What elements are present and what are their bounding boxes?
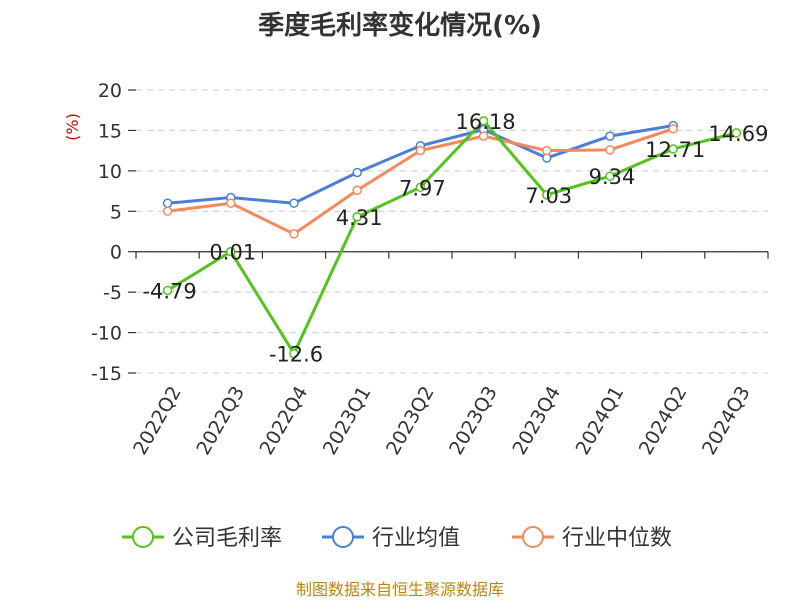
data-point — [478, 131, 489, 141]
y-tick-label: 10 — [98, 161, 122, 183]
y-tick-label: 5 — [110, 201, 122, 223]
y-tick-label: -15 — [91, 363, 122, 385]
data-point — [542, 145, 552, 156]
legend-item[interactable]: 公司毛利率 — [122, 526, 282, 551]
data-point — [226, 198, 236, 208]
data-point — [289, 348, 299, 359]
legend-circle-icon — [522, 526, 544, 548]
data-point — [352, 185, 362, 196]
data-point — [289, 229, 299, 239]
data-label: 7.03 — [525, 184, 572, 208]
data-labels: -4.79 0.01 -12.6 4.31 7.97 16.18 7.03 9.34 12.71… — [142, 110, 768, 367]
x-tick-label: 2024Q3 — [698, 383, 755, 459]
data-point — [289, 198, 299, 208]
data-point — [668, 144, 678, 154]
y-tick-label: 20 — [98, 80, 122, 102]
legend-label: 公司毛利率 — [172, 526, 282, 551]
data-point — [478, 116, 489, 126]
source-footer: 制图数据来自恒生聚源数据库 — [296, 580, 504, 599]
data-point — [162, 198, 173, 208]
data-point — [352, 167, 362, 178]
legend-circle-icon — [332, 526, 354, 548]
y-axis-unit: (%) — [63, 113, 82, 141]
data-label: 16.18 — [456, 110, 516, 134]
y-axis-ticks: 20 15 10 5 0 -5 -10 -15 — [91, 80, 136, 385]
legend-label: 行业中位数 — [562, 526, 672, 551]
legend-item[interactable]: 行业中位数 — [512, 526, 672, 551]
y-tick-label: -5 — [103, 282, 122, 304]
series-line — [166, 119, 737, 356]
data-point — [668, 124, 678, 134]
data-label: -4.79 — [142, 279, 196, 303]
data-point — [415, 145, 426, 156]
chart-title: 季度毛利率变化情况(%) — [258, 10, 542, 41]
x-tick-label: 2023Q4 — [508, 383, 565, 459]
x-tick-label: 2023Q3 — [445, 383, 502, 459]
x-tick-label: 2022Q3 — [192, 383, 249, 459]
data-point — [605, 145, 615, 155]
y-tick-label: -10 — [91, 323, 122, 345]
data-point — [415, 182, 426, 193]
data-point — [542, 190, 552, 200]
data-point — [226, 246, 236, 257]
series-lines — [162, 116, 742, 359]
data-label: 4.31 — [336, 206, 383, 230]
data-point — [731, 128, 742, 138]
data-label: 0.01 — [209, 241, 256, 265]
data-label: 9.34 — [589, 165, 636, 189]
legend[interactable]: 公司毛利率 行业均值 行业中位数 — [122, 526, 672, 551]
data-label: 12.71 — [645, 138, 705, 162]
legend-item[interactable]: 行业均值 — [322, 526, 460, 551]
x-tick-label: 2023Q1 — [319, 383, 376, 459]
y-tick-label: 0 — [110, 242, 122, 264]
data-label: 14.69 — [708, 122, 768, 146]
data-point — [605, 171, 615, 181]
x-tick-label: 2022Q4 — [256, 383, 313, 459]
x-tick-label: 2024Q1 — [572, 383, 629, 459]
data-point — [352, 212, 362, 222]
data-label: -12.6 — [269, 343, 323, 367]
legend-circle-icon — [132, 526, 154, 548]
x-tick-label: 2024Q2 — [635, 383, 692, 459]
data-label: 7.97 — [399, 176, 446, 200]
y-tick-label: 15 — [98, 120, 122, 142]
data-point — [162, 285, 173, 296]
x-axis-ticks: 2022Q2 2022Q3 2022Q4 2023Q1 2023Q2 2023Q3 2023… — [129, 383, 755, 459]
data-point — [605, 131, 615, 141]
legend-label: 行业均值 — [372, 526, 460, 551]
x-tick-label: 2022Q2 — [129, 383, 186, 459]
x-tick-label: 2023Q2 — [382, 383, 439, 459]
data-point — [162, 206, 173, 217]
x-axis — [135, 251, 769, 259]
